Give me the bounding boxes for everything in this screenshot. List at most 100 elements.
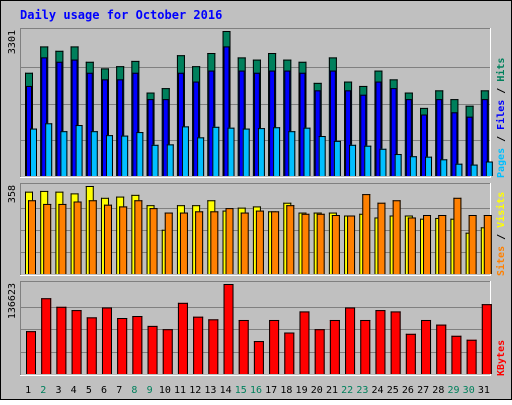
x-tick-label-day-11: 11	[174, 385, 186, 396]
x-tick-label-day-14: 14	[220, 385, 232, 396]
bar-pages-day-9	[151, 144, 159, 176]
bar-files-day-13-fill	[208, 70, 215, 176]
bar-pages-day-22-fill	[349, 144, 357, 176]
bar-sites-day-7-fill	[119, 206, 128, 274]
bar-pages-day-23	[364, 145, 372, 176]
bar-sites-day-4	[73, 201, 82, 274]
bar-pages-day-19-fill	[303, 127, 311, 176]
bar-pages-day-16	[257, 128, 265, 176]
bar-sites-day-31	[483, 215, 492, 274]
bar-kbytes-day-28	[436, 324, 447, 374]
bar-pages-day-3	[60, 131, 68, 176]
x-tick-label-day-18: 18	[280, 385, 292, 396]
bar-files-day-3-fill	[56, 61, 63, 176]
x-tick-label-day-28: 28	[432, 385, 444, 396]
bar-sites-day-12-fill	[195, 211, 204, 274]
bar-sites-day-6	[103, 204, 112, 274]
bar-pages-day-29	[455, 163, 463, 176]
bar-pages-day-19	[303, 127, 311, 176]
bar-pages-day-17	[273, 127, 281, 176]
legend-entry-visits: Visits	[495, 192, 507, 228]
bar-sites-day-18	[286, 205, 295, 274]
bar-pages-day-30-fill	[470, 164, 478, 176]
bar-files-day-18-fill	[284, 70, 291, 176]
x-tick-label-day-16: 16	[250, 385, 262, 396]
bar-files-day-7-fill	[117, 79, 124, 176]
bar-files-day-26-fill	[405, 99, 412, 176]
bar-sites-day-11-fill	[179, 212, 188, 274]
bar-files-day-27-fill	[421, 114, 428, 176]
bar-files-day-5-fill	[86, 72, 93, 176]
bar-pages-day-18-fill	[288, 131, 296, 176]
bar-pages-day-6-fill	[105, 135, 113, 176]
bar-files-day-21-fill	[329, 70, 336, 176]
bar-kbytes-day-7-fill	[117, 318, 128, 374]
bar-sites-day-30	[468, 215, 477, 274]
bar-pages-day-2	[45, 123, 53, 176]
bar-kbytes-day-31-fill	[481, 304, 492, 374]
bar-kbytes-day-5-fill	[86, 317, 97, 374]
bar-kbytes-day-16	[253, 341, 264, 374]
bar-files-day-10-fill	[162, 99, 169, 176]
bar-sites-day-28	[438, 215, 447, 274]
legend-entry-kbytes: KBytes	[496, 340, 507, 376]
bar-pages-day-3-fill	[60, 131, 68, 176]
bar-pages-day-11	[181, 126, 189, 176]
bar-pages-day-15	[242, 128, 250, 176]
bar-sites-day-24	[377, 202, 386, 274]
bar-files-day-28-fill	[436, 99, 443, 176]
bar-sites-day-10-fill	[164, 212, 173, 274]
bar-kbytes-day-14-fill	[223, 284, 234, 374]
bar-sites-day-3-fill	[58, 203, 67, 274]
legend-separator: /	[496, 130, 507, 148]
bar-kbytes-day-20	[314, 329, 325, 374]
x-tick-label-day-27: 27	[417, 385, 429, 396]
bar-sites-day-16-fill	[255, 210, 264, 274]
bar-pages-day-31	[485, 161, 493, 176]
bar-kbytes-day-25-fill	[390, 311, 401, 374]
bar-sites-day-24-fill	[377, 202, 386, 274]
x-tick-label-day-12: 12	[189, 385, 201, 396]
bar-sites-day-22-fill	[347, 215, 356, 274]
bar-pages-day-5	[90, 131, 98, 176]
bar-pages-day-21	[333, 140, 341, 176]
legend-separator: /	[496, 228, 507, 246]
bar-sites-day-13	[210, 211, 219, 274]
bar-kbytes-day-24	[375, 310, 386, 374]
bar-kbytes-day-28-fill	[436, 324, 447, 374]
bar-pages-day-1-fill	[30, 128, 37, 176]
panel-top-axis-legend: Pages / Files / Hits	[495, 58, 507, 178]
bar-sites-day-14	[225, 208, 234, 274]
x-tick-label-day-23: 23	[356, 385, 368, 396]
bar-pages-day-10	[166, 144, 174, 176]
bar-kbytes-day-8	[132, 316, 143, 374]
bar-kbytes-day-21	[329, 319, 340, 374]
bar-kbytes-day-9-fill	[147, 325, 158, 374]
bar-pages-day-27-fill	[425, 156, 433, 176]
bar-kbytes-day-29	[451, 335, 462, 374]
bar-kbytes-day-4	[71, 310, 82, 374]
bar-pages-day-18	[288, 131, 296, 176]
bar-pages-day-22	[349, 144, 357, 176]
bar-pages-day-31-fill	[485, 161, 493, 176]
bar-files-day-16-fill	[253, 72, 260, 176]
bar-sites-day-2	[43, 203, 52, 274]
bar-sites-day-29-fill	[453, 197, 462, 274]
bar-files-day-31-fill	[481, 99, 488, 176]
bar-pages-day-13-fill	[212, 126, 220, 176]
bar-kbytes-day-18	[284, 332, 295, 374]
bar-kbytes-day-19	[299, 311, 310, 374]
bar-files-day-20-fill	[314, 90, 321, 176]
bar-sites-day-19	[301, 213, 310, 274]
bar-pages-day-28	[440, 159, 448, 176]
bar-files-day-24-fill	[375, 81, 382, 176]
bar-sites-day-25	[392, 200, 401, 274]
bar-kbytes-day-31	[481, 304, 492, 374]
bar-pages-day-17-fill	[273, 127, 281, 176]
bar-kbytes-day-18-fill	[284, 332, 295, 374]
bar-kbytes-day-6-fill	[101, 307, 112, 374]
bar-pages-day-6	[105, 135, 113, 176]
bar-sites-day-1-fill	[28, 200, 36, 274]
